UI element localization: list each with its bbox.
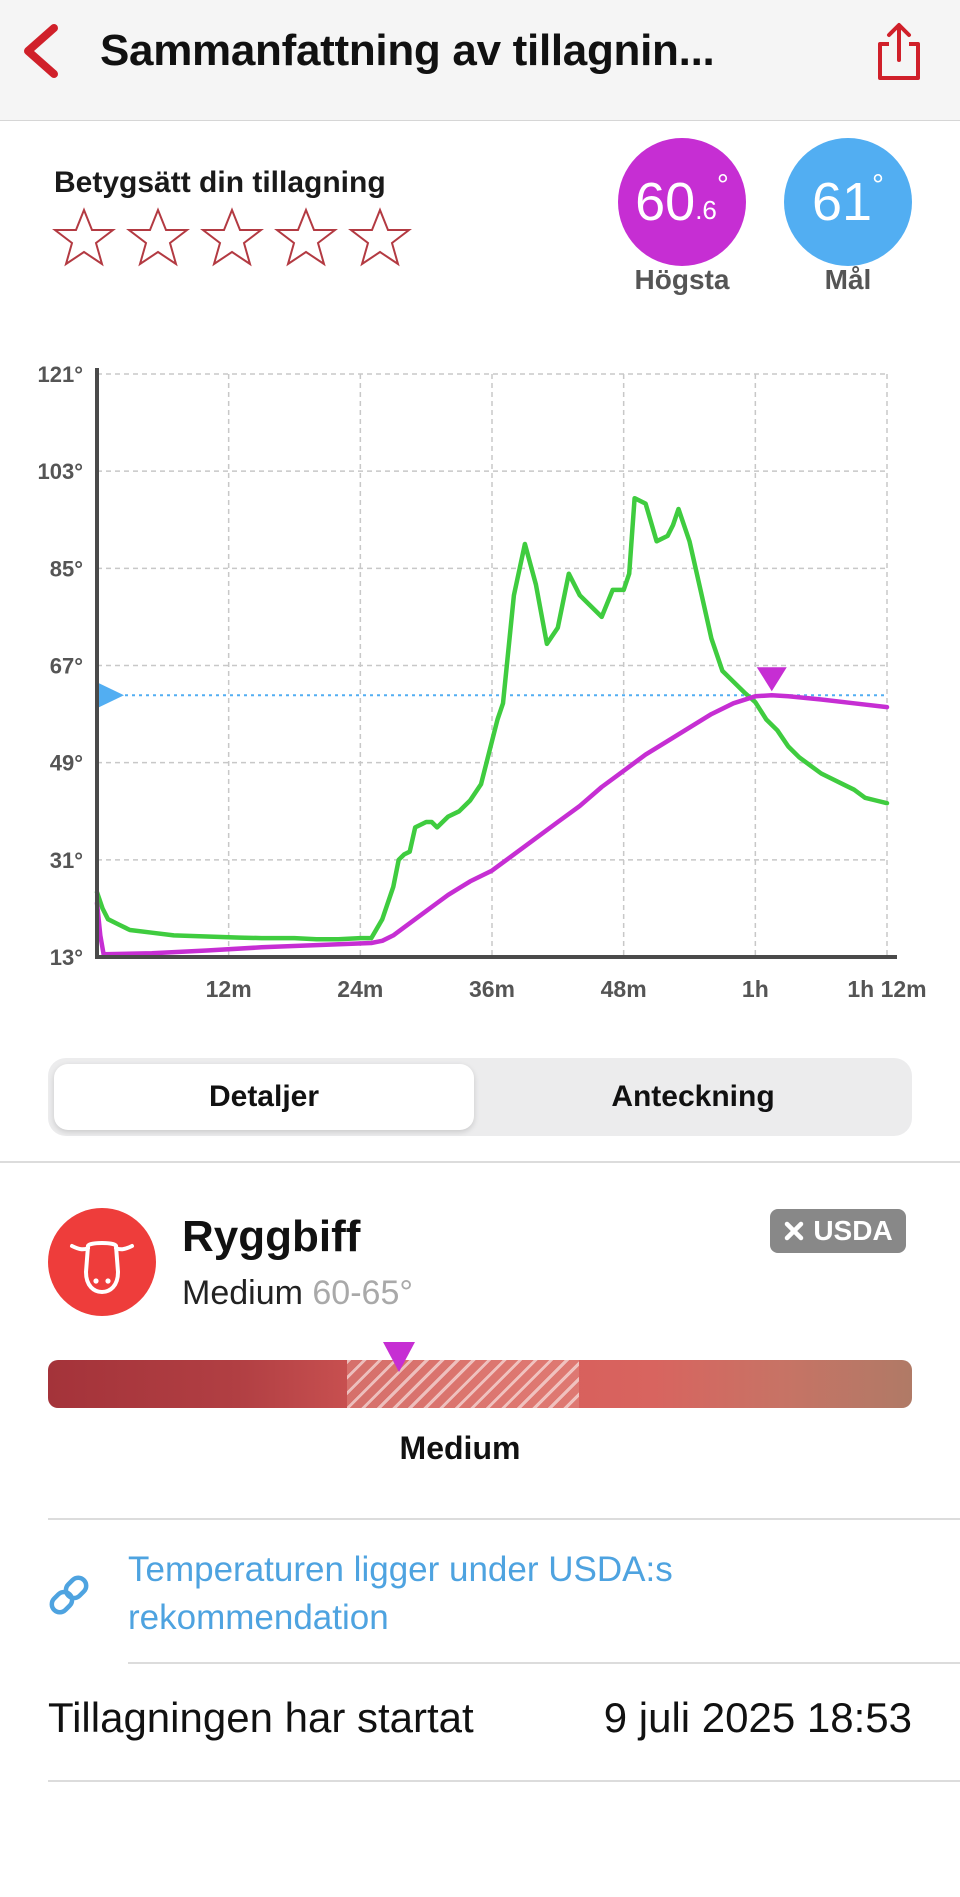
doneness-range: 60-65° [312, 1274, 413, 1312]
ambient-temp-line [94, 495, 890, 942]
tab-details[interactable]: Detaljer [54, 1064, 474, 1130]
x-tick-label: 1h [742, 976, 769, 1002]
target-marker-icon [99, 683, 124, 708]
usda-badge-label: USDA [813, 1215, 893, 1246]
target-temp-label: Mål [824, 264, 872, 295]
peak-marker-icon [756, 667, 787, 692]
rating-label: Betygsätt din tillagning [54, 166, 386, 199]
divider [48, 1518, 960, 1520]
target-temp-value: 61 [811, 172, 873, 232]
star-icon[interactable] [126, 206, 190, 270]
y-tick-label: 31° [50, 848, 83, 873]
y-tick-label: 85° [50, 556, 83, 581]
divider [0, 1161, 960, 1163]
meat-name: Ryggbiff [182, 1212, 361, 1261]
meat-icon-circle [48, 1208, 156, 1316]
star-icon[interactable] [274, 206, 338, 270]
divider [48, 1780, 960, 1782]
highest-temp-unit: ° [716, 169, 729, 202]
share-button[interactable] [872, 22, 926, 82]
segmented-control: Detaljer Anteckning [48, 1058, 912, 1136]
highest-temp-value: 60 [635, 172, 696, 232]
highest-temp-circle: 60.6 ° [618, 138, 746, 266]
tab-note[interactable]: Anteckning [611, 1080, 775, 1113]
temperature-chart-svg: 13° 31° 49° 67° 85° 103° 121° 12m 24m 36m 48m 1h 1h … [37, 362, 926, 1002]
star-icon[interactable] [200, 206, 264, 270]
doneness-text: Medium [182, 1274, 303, 1312]
start-label: Tillagningen har startat [48, 1694, 474, 1741]
nav-bar: Sammanfattning av tillagnin... [0, 0, 960, 121]
doneness-scale-label: Medium [399, 1430, 521, 1466]
chevron-left-icon [24, 24, 58, 78]
x-tick-label: 24m [337, 976, 383, 1002]
target-temp-circle: 61 ° [784, 138, 912, 266]
start-value: 9 juli 2025 18:53 [603, 1694, 912, 1741]
y-tick-label: 121° [37, 362, 83, 387]
highest-temp-decimal: .6 [695, 194, 717, 225]
close-icon [785, 1221, 804, 1241]
back-button[interactable] [16, 20, 66, 82]
highest-temp-label: Högsta [634, 264, 730, 295]
star-icon[interactable] [52, 206, 116, 270]
target-temp-unit: ° [872, 169, 885, 202]
cow-head-icon [70, 1241, 134, 1294]
x-tick-label: 36m [469, 976, 515, 1002]
doneness-marker-icon [383, 1342, 415, 1372]
y-tick-label: 103° [37, 459, 83, 484]
divider [128, 1662, 960, 1664]
share-icon [878, 23, 920, 80]
x-tick-label: 12m [206, 976, 252, 1002]
y-tick-label: 49° [50, 751, 83, 776]
internal-temp-line [94, 692, 890, 957]
meat-doneness: Medium 60-65° [182, 1274, 413, 1313]
x-tick-label: 1h 12m [847, 976, 926, 1002]
temperature-chart: 13° 31° 49° 67° 85° 103° 121° 12m 24m 36m 48m 1h 1h … [0, 350, 960, 1010]
y-tick-label: 13° [50, 945, 83, 970]
link-icon[interactable] [46, 1572, 92, 1618]
star-icon[interactable] [348, 206, 412, 270]
x-tick-label: 48m [601, 976, 647, 1002]
page-title: Sammanfattning av tillagnin... [100, 26, 715, 75]
usda-recommendation-link[interactable]: Temperaturen ligger under USDA:s rekomme… [128, 1550, 673, 1637]
usda-badge[interactable]: USDA [770, 1209, 906, 1253]
star-rating[interactable] [52, 206, 412, 270]
doneness-target-zone [347, 1360, 579, 1408]
y-tick-label: 67° [50, 654, 83, 679]
